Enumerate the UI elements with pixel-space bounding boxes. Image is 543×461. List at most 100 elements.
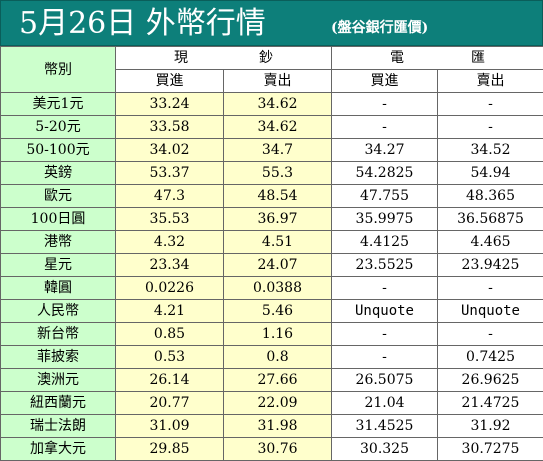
exchange-rate-table: 幣別 現 鈔 電 匯 買進 賣出 買進 賣出: [0, 46, 543, 461]
cash-sell-value: 1.16: [224, 323, 332, 346]
wire-buy-value: 23.5525: [332, 254, 438, 277]
cash-sell-value: 34.62: [224, 116, 332, 139]
wire-buy-value: Unquote: [332, 300, 438, 323]
wire-sell-value: 30.7275: [438, 438, 543, 461]
cash-buy-value: 53.37: [116, 162, 224, 185]
cash-sell-value: 4.51: [224, 231, 332, 254]
currency-name: 港幣: [1, 231, 116, 254]
currency-name: 菲披索: [1, 346, 116, 369]
wire-buy-value: -: [332, 277, 438, 300]
wire-buy-value: -: [332, 346, 438, 369]
cash-sell-value: 0.0388: [224, 277, 332, 300]
wire-sell-value: 0.7425: [438, 346, 543, 369]
wire-buy-value: 47.755: [332, 185, 438, 208]
cash-sell-value: 5.46: [224, 300, 332, 323]
header-row-group: 幣別 現 鈔 電 匯: [1, 47, 543, 70]
wire-sell-value: 34.52: [438, 139, 543, 162]
rates-board: 5月26日 外幣行情 (盤谷銀行匯價) 幣別 現 鈔 電: [0, 0, 543, 444]
cash-sell-value: 24.07: [224, 254, 332, 277]
cash-buy-value: 4.32: [116, 231, 224, 254]
wire-buy-value: -: [332, 93, 438, 116]
cash-sell-value: 22.09: [224, 392, 332, 415]
currency-name: 歐元: [1, 185, 116, 208]
cash-header-char-1: 現: [174, 48, 188, 68]
currency-name: 50-100元: [1, 139, 116, 162]
cash-buy-value: 47.3: [116, 185, 224, 208]
cash-buy-value: 0.0226: [116, 277, 224, 300]
cash-sell-value: 31.98: [224, 415, 332, 438]
cash-header-char-2: 鈔: [259, 48, 273, 68]
cash-buy-value: 4.21: [116, 300, 224, 323]
source-note: (盤谷銀行匯價): [331, 17, 428, 39]
currency-name: 人民幣: [1, 300, 116, 323]
wire-buy-value: -: [332, 323, 438, 346]
wire-sell-value: 4.465: [438, 231, 543, 254]
cash-buy-value: 31.09: [116, 415, 224, 438]
wire-sell-value: -: [438, 93, 543, 116]
currency-name: 5-20元: [1, 116, 116, 139]
currency-name: 瑞士法朗: [1, 415, 116, 438]
wire-sell-value: 48.365: [438, 185, 543, 208]
currency-name: 紐西蘭元: [1, 392, 116, 415]
currency-name: 100日圓: [1, 208, 116, 231]
cash-sell-value: 34.7: [224, 139, 332, 162]
currency-header: 幣別: [1, 47, 116, 93]
cash-header: 現 鈔: [116, 47, 332, 70]
cash-buy-value: 23.34: [116, 254, 224, 277]
currency-name: 英鎊: [1, 162, 116, 185]
cash-sell-value: 36.97: [224, 208, 332, 231]
currency-name: 澳洲元: [1, 369, 116, 392]
wire-buy-header: 買進: [332, 70, 438, 93]
cash-buy-value: 33.24: [116, 93, 224, 116]
cash-buy-value: 0.85: [116, 323, 224, 346]
cash-buy-value: 33.58: [116, 116, 224, 139]
wire-buy-value: 35.9975: [332, 208, 438, 231]
wire-buy-value: -: [332, 116, 438, 139]
wire-buy-value: 34.27: [332, 139, 438, 162]
wire-sell-value: 54.94: [438, 162, 543, 185]
currency-name: 加拿大元: [1, 438, 116, 461]
wire-sell-value: -: [438, 277, 543, 300]
cash-sell-header: 賣出: [224, 70, 332, 93]
wire-header-char-2: 匯: [471, 48, 485, 68]
wire-sell-value: 26.9625: [438, 369, 543, 392]
cash-buy-value: 26.14: [116, 369, 224, 392]
wire-buy-value: 4.4125: [332, 231, 438, 254]
wire-sell-value: 36.56875: [438, 208, 543, 231]
cash-buy-header: 買進: [116, 70, 224, 93]
cash-sell-value: 27.66: [224, 369, 332, 392]
currency-name: 韓圓: [1, 277, 116, 300]
page-title: 5月26日 外幣行情: [19, 5, 266, 43]
wire-buy-value: 54.2825: [332, 162, 438, 185]
currency-name: 新台幣: [1, 323, 116, 346]
wire-header: 電 匯: [332, 47, 543, 70]
wire-sell-header: 賣出: [438, 70, 543, 93]
cash-buy-value: 20.77: [116, 392, 224, 415]
wire-sell-value: -: [438, 323, 543, 346]
wire-sell-value: Unquote: [438, 300, 543, 323]
title-bar: 5月26日 外幣行情 (盤谷銀行匯價): [0, 0, 543, 46]
cash-sell-value: 30.76: [224, 438, 332, 461]
wire-sell-value: 31.92: [438, 415, 543, 438]
cash-buy-value: 0.53: [116, 346, 224, 369]
wire-buy-value: 26.5075: [332, 369, 438, 392]
cash-sell-value: 48.54: [224, 185, 332, 208]
wire-buy-value: 21.04: [332, 392, 438, 415]
wire-buy-value: 31.4525: [332, 415, 438, 438]
wire-sell-value: -: [438, 116, 543, 139]
